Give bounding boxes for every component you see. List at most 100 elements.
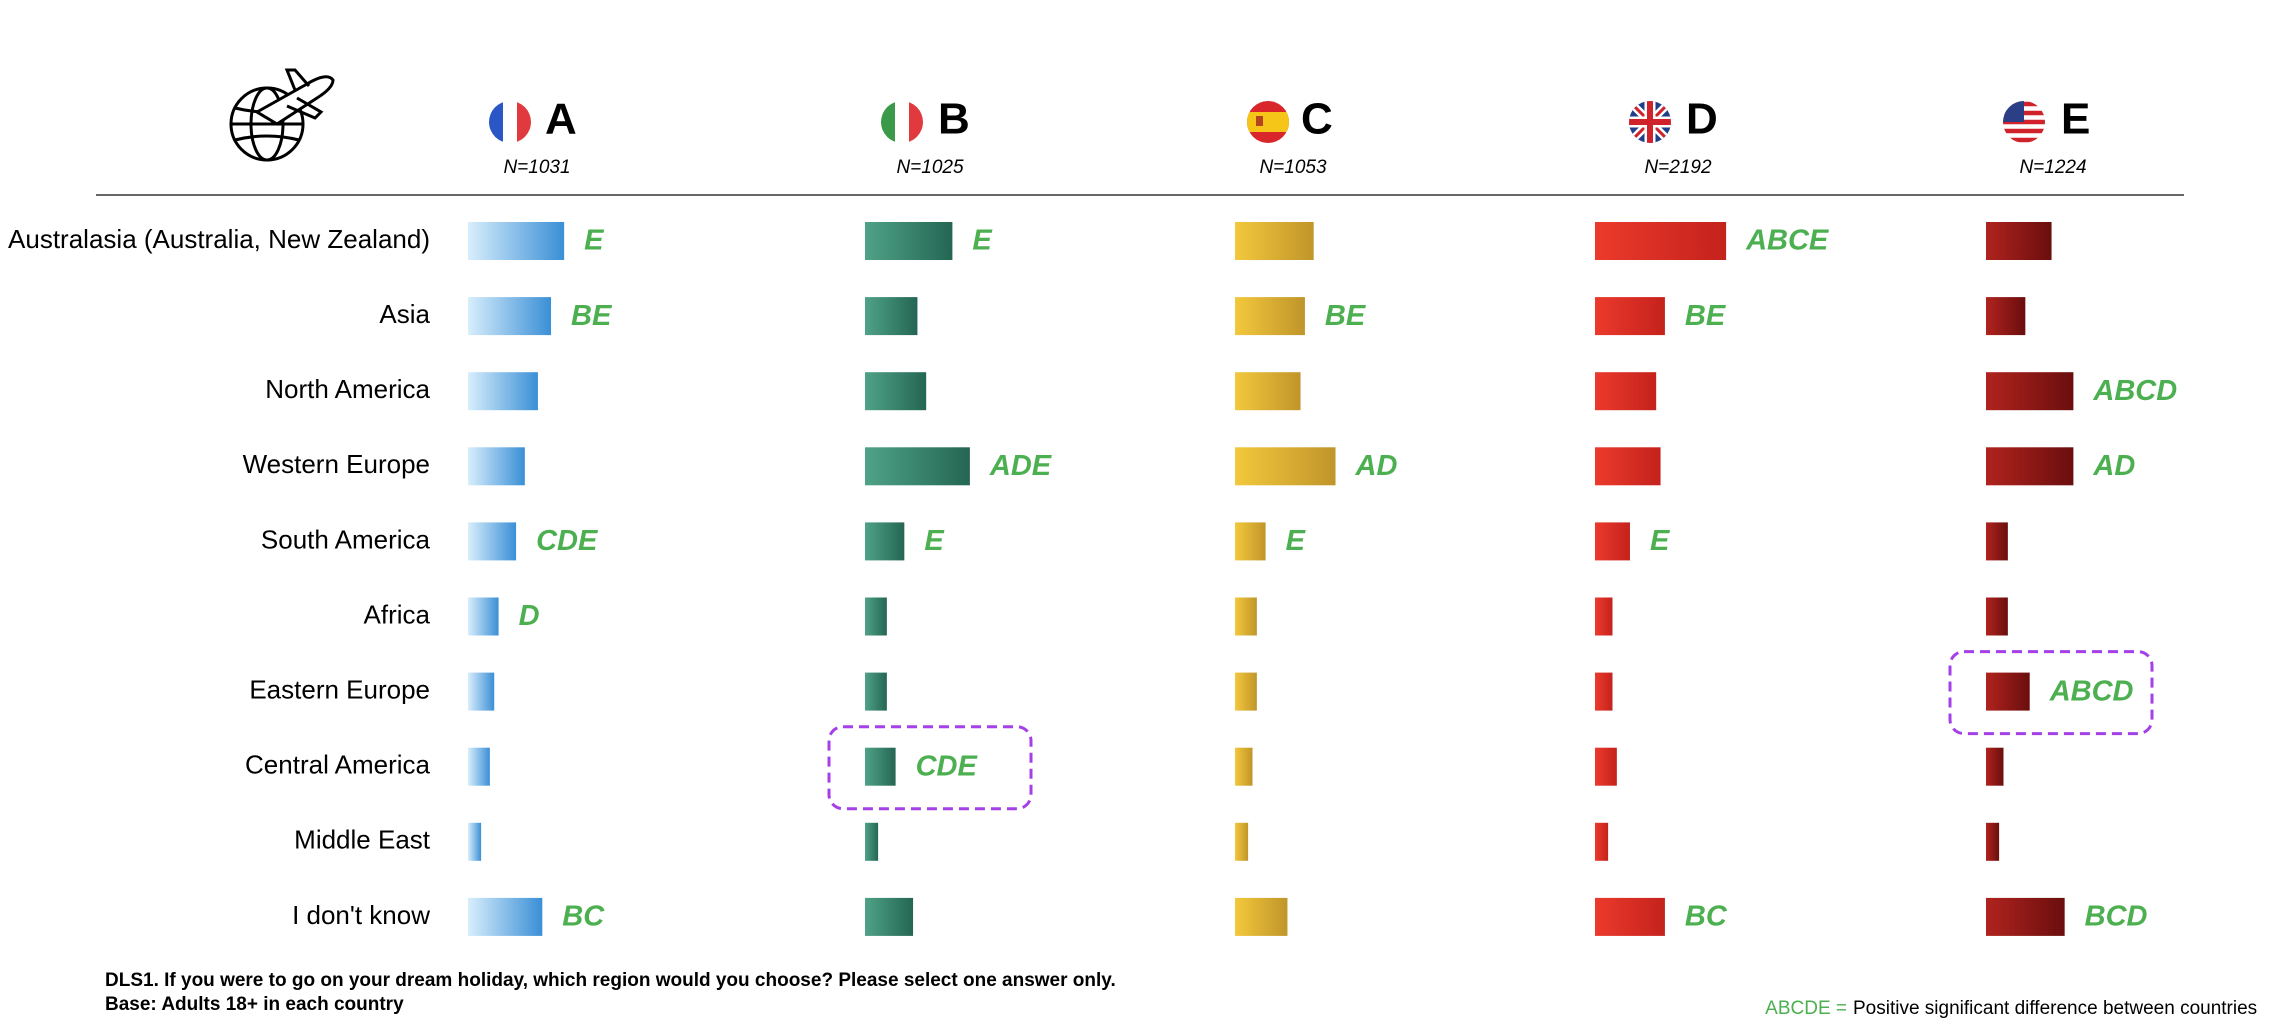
bar xyxy=(1595,447,1661,486)
significance-label: ABCD xyxy=(2049,675,2134,707)
bar xyxy=(865,222,953,260)
bar xyxy=(1235,672,1257,711)
bar xyxy=(1986,447,2074,486)
bar xyxy=(1986,822,2000,861)
travel-icon xyxy=(229,68,335,162)
significance-label: BCD xyxy=(2085,901,2148,933)
bar xyxy=(1595,897,1665,936)
significance-label: AD xyxy=(2092,450,2135,482)
significance-label: ADE xyxy=(989,450,1053,482)
bar xyxy=(865,522,905,561)
category-label: Asia xyxy=(379,299,430,329)
bar xyxy=(468,372,538,411)
category-label: North America xyxy=(265,374,430,404)
bar xyxy=(865,672,887,711)
bar xyxy=(468,897,543,936)
category-label: Western Europe xyxy=(243,449,430,479)
series-letter: D xyxy=(1686,95,1718,144)
bar xyxy=(1595,372,1657,411)
series-letter: C xyxy=(1301,95,1333,144)
series-letter: B xyxy=(938,95,970,144)
category-label: Middle East xyxy=(294,825,431,855)
category-label: Eastern Europe xyxy=(249,674,430,704)
series-letter: E xyxy=(2061,95,2090,144)
sample-size: N=1053 xyxy=(1259,157,1327,178)
category-label: South America xyxy=(261,524,431,554)
bar xyxy=(468,747,490,786)
bar xyxy=(865,822,879,861)
bar xyxy=(1595,747,1617,786)
legend-note-text: Positive significant difference between … xyxy=(1853,998,2257,1019)
bar xyxy=(1986,372,2074,411)
bar xyxy=(468,822,482,861)
bar xyxy=(1595,597,1613,636)
bar xyxy=(865,897,914,936)
significance-label: CDE xyxy=(536,525,599,557)
bar xyxy=(468,597,499,636)
flag-france xyxy=(489,101,531,143)
bar xyxy=(1595,822,1609,861)
bar xyxy=(468,447,525,486)
bar xyxy=(1235,597,1257,636)
bar xyxy=(1595,297,1665,336)
significance-label: CDE xyxy=(916,750,979,782)
bar xyxy=(1235,372,1301,411)
category-label: Africa xyxy=(364,599,431,629)
significance-label: BC xyxy=(562,901,605,933)
category-label: I don't know xyxy=(292,900,430,930)
bar xyxy=(468,222,565,260)
significance-label: D xyxy=(519,600,540,632)
highlight-box xyxy=(827,725,1033,811)
bar xyxy=(1235,447,1336,486)
bar xyxy=(1595,222,1727,260)
bar xyxy=(1986,897,2065,936)
bar xyxy=(1235,747,1253,786)
bar xyxy=(1986,522,2008,561)
category-label: Australasia (Australia, New Zealand) xyxy=(8,224,430,254)
bar xyxy=(1235,222,1314,260)
bar xyxy=(1986,747,2004,786)
bar xyxy=(1235,822,1249,861)
bar xyxy=(468,522,517,561)
legend-note-key: ABCDE = xyxy=(1765,998,1847,1019)
sample-size: N=2192 xyxy=(1644,157,1712,178)
bar xyxy=(1235,897,1288,936)
bar xyxy=(1235,297,1305,336)
highlight-box xyxy=(1948,650,2154,736)
significance-label: E xyxy=(1650,525,1671,557)
sample-size: N=1025 xyxy=(896,157,964,178)
significance-label: AD xyxy=(1355,450,1398,482)
bar xyxy=(1986,222,2052,260)
bar xyxy=(1986,672,2030,711)
flag-usa xyxy=(2003,101,2045,143)
significance-label: ABCE xyxy=(1745,225,1830,257)
significance-label: E xyxy=(972,225,993,257)
bar xyxy=(865,297,918,336)
significance-label: E xyxy=(1286,525,1307,557)
bar xyxy=(468,297,552,336)
bar xyxy=(1235,522,1266,561)
significance-label: BE xyxy=(1325,300,1367,332)
bar xyxy=(1986,597,2008,636)
sample-size: N=1031 xyxy=(503,157,570,178)
significance-label: BE xyxy=(1685,300,1727,332)
bar xyxy=(468,672,495,711)
bar xyxy=(865,372,927,411)
significance-label: E xyxy=(584,225,605,257)
sample-size: N=1224 xyxy=(2019,157,2086,178)
significance-label: BC xyxy=(1685,901,1728,933)
flag-italy xyxy=(881,101,923,143)
significance-label: E xyxy=(924,525,945,557)
significance-label: ABCD xyxy=(2092,375,2177,407)
bar xyxy=(1595,522,1630,561)
series-letter: A xyxy=(545,95,577,144)
bar xyxy=(865,597,887,636)
bar xyxy=(865,747,896,786)
bar xyxy=(865,447,970,486)
bar xyxy=(1595,672,1613,711)
footnote: DLS1. If you were to go on your dream ho… xyxy=(105,970,1116,991)
category-label: Central America xyxy=(245,750,430,780)
bar xyxy=(1986,297,2026,336)
flag-spain xyxy=(1247,101,1289,143)
